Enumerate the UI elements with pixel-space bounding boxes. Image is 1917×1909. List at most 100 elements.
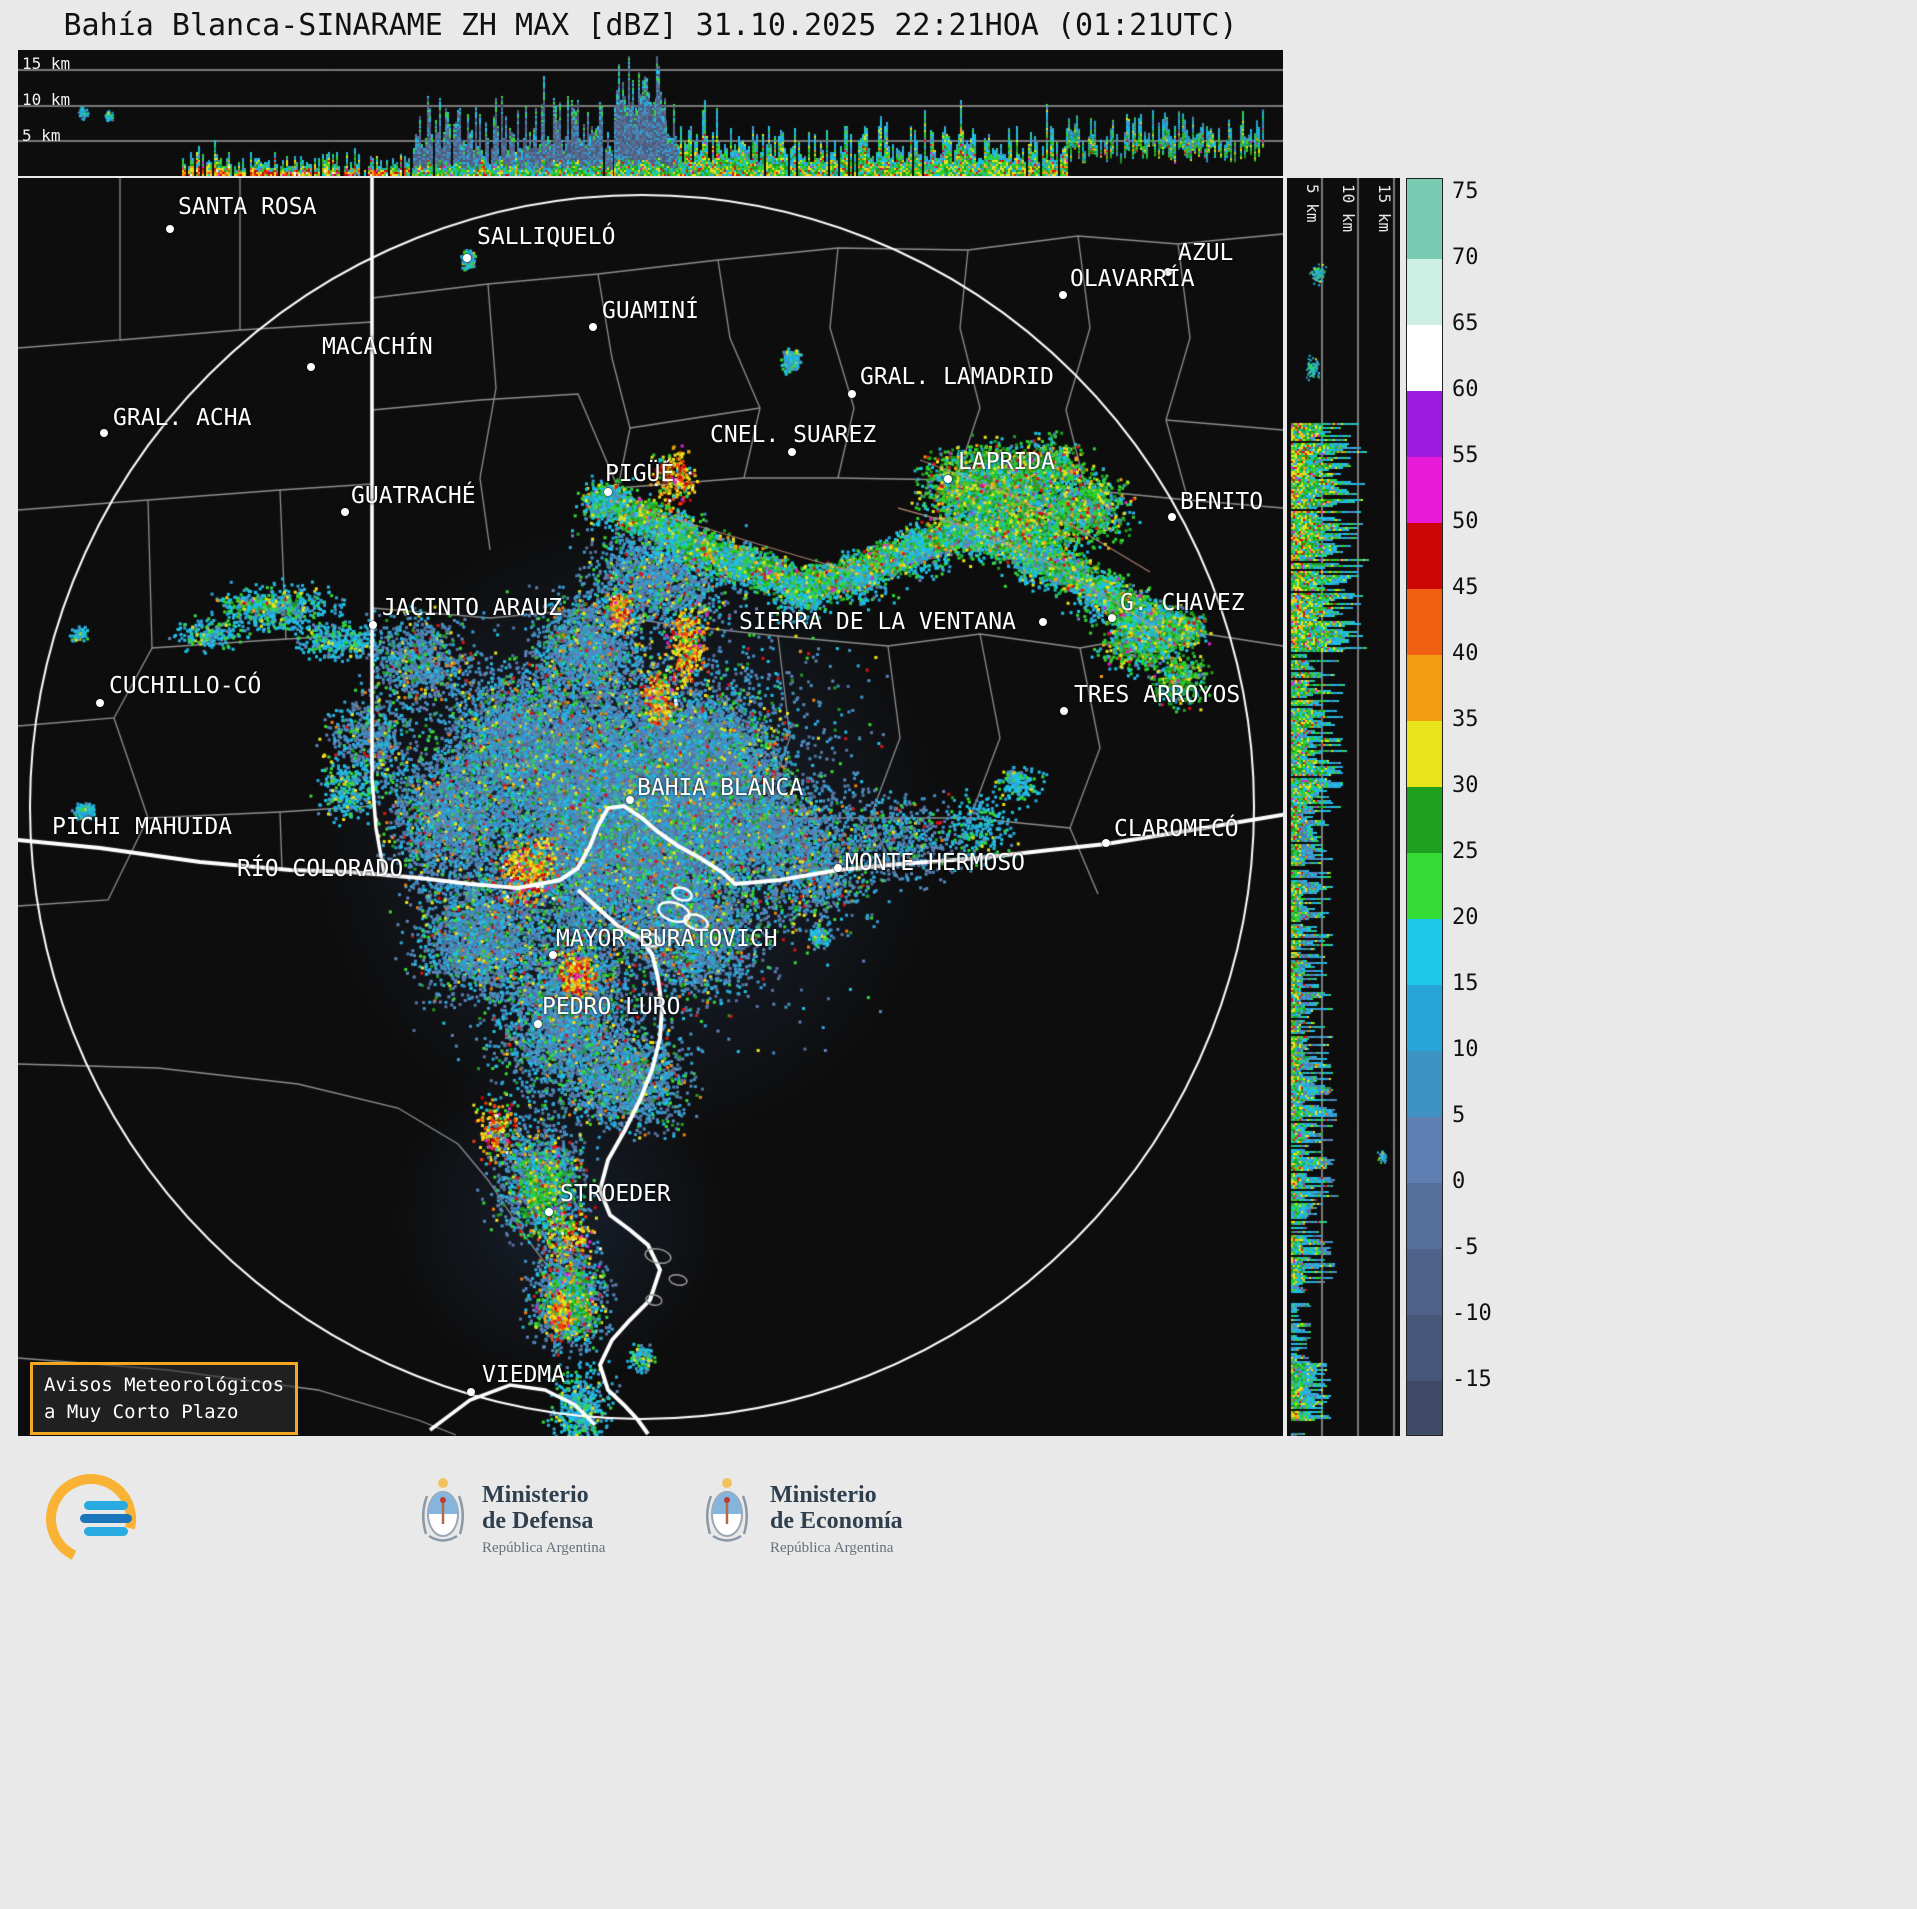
colorbar-band (1407, 589, 1442, 655)
city-label: TRES ARROYOS (1074, 682, 1241, 708)
colorbar-band (1407, 193, 1442, 259)
colorbar-tick-label: 40 (1452, 641, 1479, 666)
colorbar-band (1407, 721, 1442, 787)
city-label: SALLIQUELÓ (477, 224, 616, 250)
colorbar-tick-label: 0 (1452, 1169, 1466, 1194)
city-dot (1168, 513, 1176, 521)
colorbar-band (1407, 1051, 1442, 1117)
colorbar-tick-label: -15 (1452, 1367, 1492, 1392)
city-dot (549, 951, 557, 959)
colorbar-tick-label: 70 (1452, 245, 1479, 270)
city-label: SANTA ROSA (178, 194, 317, 220)
city-label: BAHIA BLANCA (637, 775, 804, 801)
colorbar-band (1407, 919, 1442, 985)
colorbar-band (1407, 853, 1442, 919)
city-label: OLAVARRÍA (1070, 266, 1195, 292)
city-dot (788, 448, 796, 456)
colorbar-tick-label: 50 (1452, 509, 1479, 534)
city-dot (1059, 291, 1067, 299)
colorbar-tick-label: 35 (1452, 707, 1479, 732)
colorbar-tick-label: 10 (1452, 1037, 1479, 1062)
city-label: MACACHÍN (322, 334, 433, 360)
city-label: PEDRO LURO (542, 994, 681, 1020)
city-dot (1164, 268, 1172, 276)
defensa-coat-of-arms (422, 1478, 464, 1542)
city-label: G. CHAVEZ (1120, 590, 1245, 616)
city-label: GUATRACHÉ (351, 483, 476, 509)
city-dot (1060, 707, 1068, 715)
city-dot (848, 390, 856, 398)
city-label: CUCHILLO-CÓ (109, 673, 262, 699)
city-dot (369, 621, 377, 629)
city-label: GRAL. LAMADRID (860, 364, 1054, 390)
colorbar-tick-label: 55 (1452, 443, 1479, 468)
colorbar-tick-label: 20 (1452, 905, 1479, 930)
city-dot (96, 699, 104, 707)
vertical-cross-section-right: 5 km 10 km 15 km (1287, 178, 1400, 1436)
colorbar-tick-label: 45 (1452, 575, 1479, 600)
product-title: Bahía Blanca-SINARAME ZH MAX [dBZ] 31.10… (63, 8, 1238, 43)
city-dot (589, 323, 597, 331)
city-dot (166, 225, 174, 233)
colorbar-tick-label: -10 (1452, 1301, 1492, 1326)
height-label-10km: 10 km (22, 90, 71, 109)
city-dot (1039, 618, 1047, 626)
city-dot (307, 363, 315, 371)
dbz-colorbar (1406, 178, 1443, 1436)
colorbar-tick-label: 5 (1452, 1103, 1466, 1128)
cross-section-top-canvas (18, 50, 1283, 176)
colorbar-band (1407, 1315, 1442, 1381)
city-label: MAYOR BURATOVICH (556, 926, 778, 952)
city-label: PIGÜÉ (605, 461, 675, 487)
colorbar-tick-label: 25 (1452, 839, 1479, 864)
city-label: JACINTO ARAUZ (382, 595, 563, 621)
height-label-15km-right: 15 km (1375, 184, 1394, 233)
colorbar-tick-label: 60 (1452, 377, 1479, 402)
colorbar-tick-label: 65 (1452, 311, 1479, 336)
city-label: CNEL. SUAREZ (710, 422, 877, 448)
vertical-cross-section-top: 15 km 10 km 5 km (18, 50, 1283, 176)
radar-ppi-map: SANTA ROSA SALLIQUELÓ GUAMINÍ AZUL OLAVARRÍA… (18, 178, 1283, 1436)
warning-line1: Avisos Meteorológicos (44, 1374, 285, 1396)
colorbar-band (1407, 655, 1442, 721)
city-dot (467, 1388, 475, 1396)
warning-overlay-button[interactable]: Avisos Meteorológicos a Muy Corto Plazo (30, 1362, 299, 1436)
city-dot (834, 864, 842, 872)
city-label: BENITO (1180, 489, 1264, 515)
defensa-wordmark: Ministerio de Defensa República Argentin… (482, 1482, 606, 1556)
city-label: STROEDER (560, 1181, 671, 1207)
colorbar-band (1407, 1249, 1442, 1315)
colorbar-band (1407, 391, 1442, 457)
city-label: GRAL. ACHA (113, 405, 252, 431)
height-label-5km-right: 5 km (1303, 184, 1322, 223)
height-label-5km: 5 km (22, 126, 61, 145)
colorbar-band (1407, 1183, 1442, 1249)
city-label: AZUL (1178, 240, 1234, 266)
economia-coat-of-arms (706, 1478, 748, 1542)
economia-wordmark: Ministerio de Economía República Argenti… (770, 1482, 903, 1556)
city-dot (100, 429, 108, 437)
city-label: PICHI MAHUIDA (52, 814, 233, 840)
radar-map-canvas (18, 178, 1283, 1436)
city-dot (1102, 839, 1110, 847)
city-dot (534, 1020, 542, 1028)
city-dot (463, 254, 471, 262)
city-label: VIEDMA (482, 1362, 566, 1388)
footer: Servicio Meteorológico Nacional Argentin… (0, 1462, 1917, 1592)
colorbar-band (1407, 985, 1442, 1051)
colorbar-band (1407, 1117, 1442, 1183)
city-label: SIERRA DE LA VENTANA (739, 609, 1016, 635)
city-label: LAPRIDA (958, 449, 1055, 475)
colorbar-band (1407, 787, 1442, 853)
colorbar-tick-label: 15 (1452, 971, 1479, 996)
smn-logo (46, 1474, 136, 1564)
height-label-15km: 15 km (22, 54, 71, 73)
city-dot (1108, 614, 1116, 622)
colorbar-band (1407, 259, 1442, 325)
city-dot (604, 488, 612, 496)
city-dot (944, 475, 952, 483)
city-label: GUAMINÍ (602, 298, 699, 324)
cross-section-right-canvas (1287, 178, 1400, 1436)
city-dot (626, 796, 634, 804)
